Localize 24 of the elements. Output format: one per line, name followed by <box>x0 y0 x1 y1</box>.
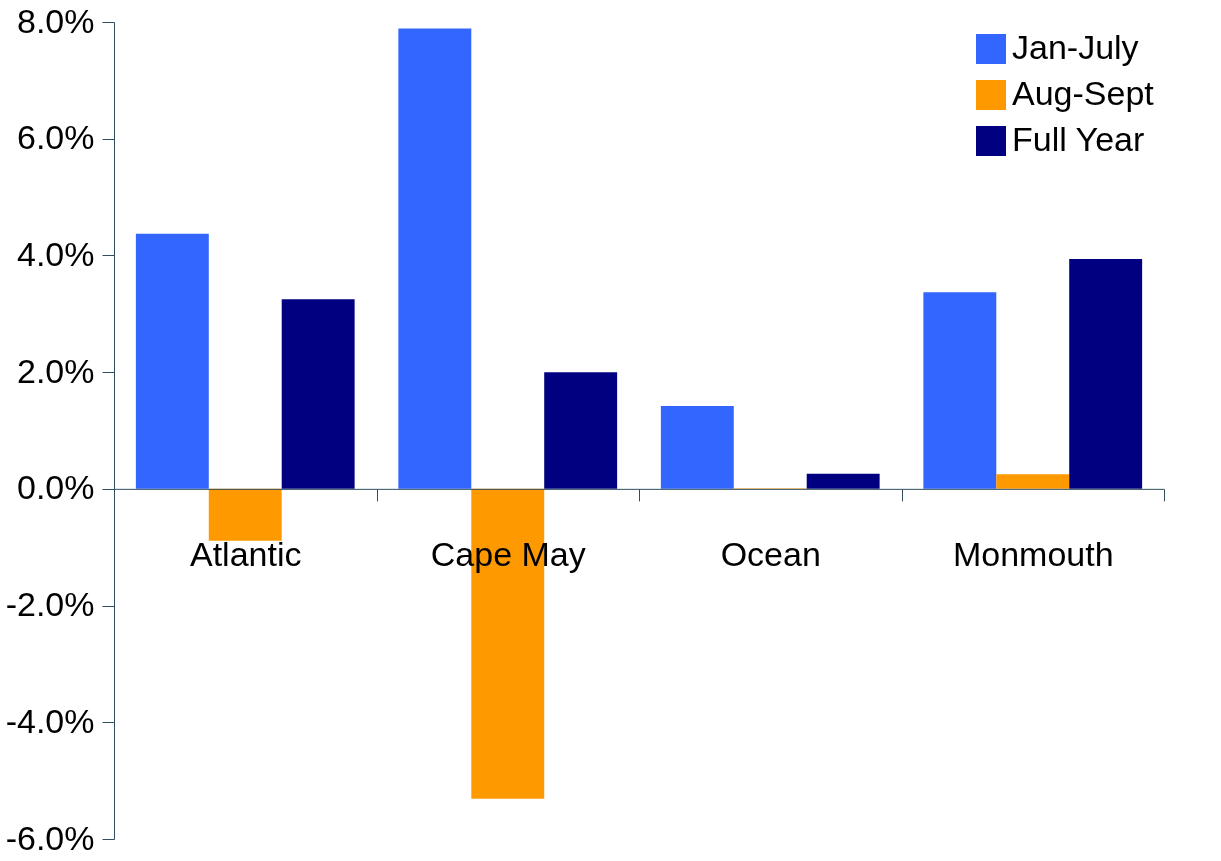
legend-label: Jan-July <box>1012 28 1139 66</box>
bar <box>135 233 209 489</box>
y-tick-label: 6.0% <box>17 118 95 157</box>
bar <box>398 28 472 489</box>
bar <box>208 488 282 541</box>
bar <box>806 473 880 489</box>
y-tick-label: -2.0% <box>5 585 95 624</box>
y-tick-label: 8.0% <box>17 1 95 40</box>
x-tick-label: Ocean <box>720 535 821 574</box>
bar <box>281 299 355 489</box>
x-tick-label: Atlantic <box>190 535 302 574</box>
legend-label: Aug-Sept <box>1012 74 1155 112</box>
bar <box>660 405 734 489</box>
x-tick-label: Monmouth <box>952 535 1114 574</box>
bar <box>1069 258 1143 489</box>
legend-label: Full Year <box>1012 120 1145 158</box>
y-tick-label: -4.0% <box>5 701 95 740</box>
bar <box>923 292 997 489</box>
bar <box>996 474 1070 489</box>
y-tick-label: 2.0% <box>17 351 95 390</box>
y-tick-label: 0.0% <box>17 468 95 507</box>
bar <box>544 372 618 489</box>
y-tick-label: -6.0% <box>5 818 95 857</box>
y-tick-label: 4.0% <box>17 234 95 273</box>
